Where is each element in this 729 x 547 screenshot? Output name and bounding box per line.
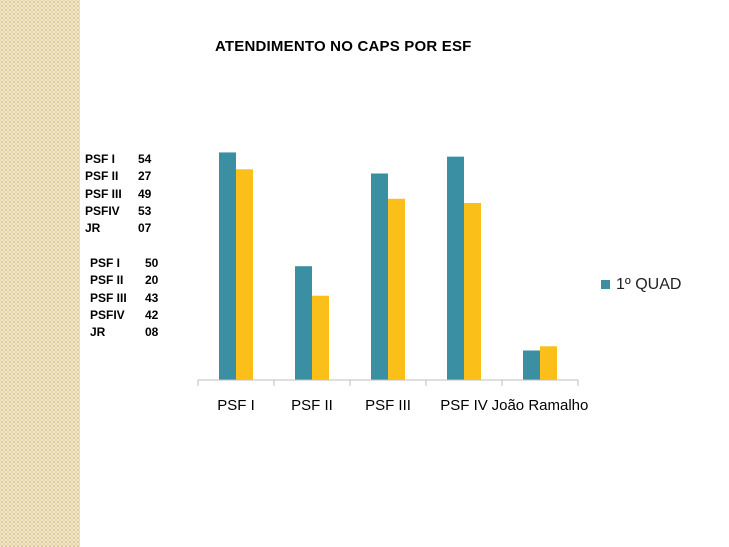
bar-series1-2 [371,173,388,380]
stats-block-first: PSF I 54 PSF II 27 PSF III 49 PSFIV 53 JR 07 [85,151,151,237]
decorative-side-strip [0,0,80,547]
stats-item: PSF I 50 [90,255,158,272]
legend-swatch [601,280,610,289]
stats-label: PSF I [85,152,116,166]
chart-title: ATENDIMENTO NO CAPS POR ESF [215,38,472,55]
stats-item: PSF II 20 [90,272,158,289]
stats-item: PSFIV 53 [85,203,151,220]
stats-value: 08 [145,325,159,340]
stats-label: JR [90,325,106,340]
stats-item: PSF II 27 [85,168,151,185]
bar-series2-2 [388,198,405,380]
stats-value: 43 [145,290,159,305]
stats-value: 07 [138,221,152,236]
stats-label: PSF III [85,186,122,201]
stats-label: PSF I [90,256,121,270]
x-tick-label: PSF II [291,397,333,414]
bar-series2-1 [312,295,329,380]
stats-value: 54 [138,152,152,166]
x-tick-label: João Ramalho [492,397,589,414]
stats-value: 49 [138,186,152,201]
stats-label: PSFIV [85,203,120,218]
stats-item: PSF III 49 [85,186,151,203]
bar-series1-4 [523,350,540,380]
stats-value: 20 [145,273,159,288]
bar-series1-3 [447,156,464,380]
stats-value: 27 [138,169,152,184]
stats-label: PSF III [90,290,127,305]
bar-series2-0 [236,169,253,380]
stats-value: 42 [145,307,159,322]
stats-block-second: PSF I 50 PSF II 20 PSF III 43 PSFIV 42 JR 08 [90,255,158,341]
stats-value: 53 [138,203,152,218]
stats-item: JR 08 [90,324,158,341]
stats-item: JR 07 [85,220,151,237]
x-tick-label: PSF III [365,397,411,414]
stats-item: PSF I 54 [85,151,151,168]
stats-item: PSFIV 42 [90,307,158,324]
x-tick-label: PSF I [217,397,255,414]
stats-label: JR [85,221,101,236]
x-tick-label: PSF IV [440,397,488,414]
bar-series2-4 [540,346,557,380]
stats-label: PSF II [85,169,119,184]
stats-item: PSF III 43 [90,290,158,307]
bar-series2-3 [464,203,481,380]
legend-label: 1º QUAD [616,276,681,293]
stats-label: PSFIV [90,307,125,322]
stats-label: PSF II [90,273,124,288]
bar-series1-1 [295,266,312,380]
bar-series1-0 [219,152,236,380]
stats-value: 50 [145,256,159,270]
